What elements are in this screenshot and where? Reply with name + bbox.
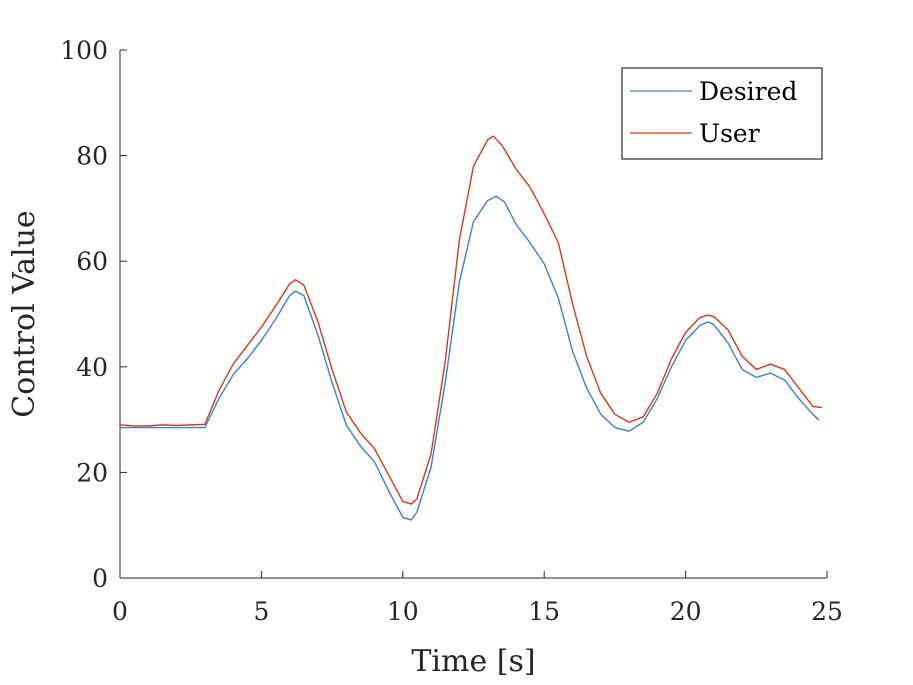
x-axis-ticks: 0 5 10 15 20 25: [112, 571, 843, 626]
y-tick-label: 40: [76, 353, 108, 382]
y-axis-label: Control Value: [7, 210, 42, 417]
x-axis-label: Time [s]: [411, 644, 535, 679]
y-tick-label: 0: [92, 564, 108, 593]
y-tick-label: 80: [76, 142, 108, 171]
x-tick-label: 10: [387, 597, 419, 626]
plot-area: 0 5 10 15 20 25 0 20 40 60 80 100: [60, 36, 843, 626]
y-tick-label: 20: [76, 458, 108, 487]
legend-label-user: User: [699, 119, 760, 148]
x-tick-label: 25: [811, 597, 843, 626]
x-tick-label: 5: [253, 597, 269, 626]
series-layer: [119, 135, 823, 521]
y-axis-ticks: 0 20 40 60 80 100: [60, 36, 127, 593]
x-tick-label: 15: [528, 597, 560, 626]
series-line-user: [119, 135, 823, 505]
legend-label-desired: Desired: [699, 77, 797, 106]
y-tick-label: 60: [76, 247, 108, 276]
x-tick-label: 20: [670, 597, 702, 626]
y-tick-label: 100: [60, 36, 108, 65]
legend: Desired User: [621, 67, 823, 160]
legend-box: [621, 67, 823, 160]
series-line-desired: [119, 195, 820, 521]
x-tick-label: 0: [112, 597, 128, 626]
